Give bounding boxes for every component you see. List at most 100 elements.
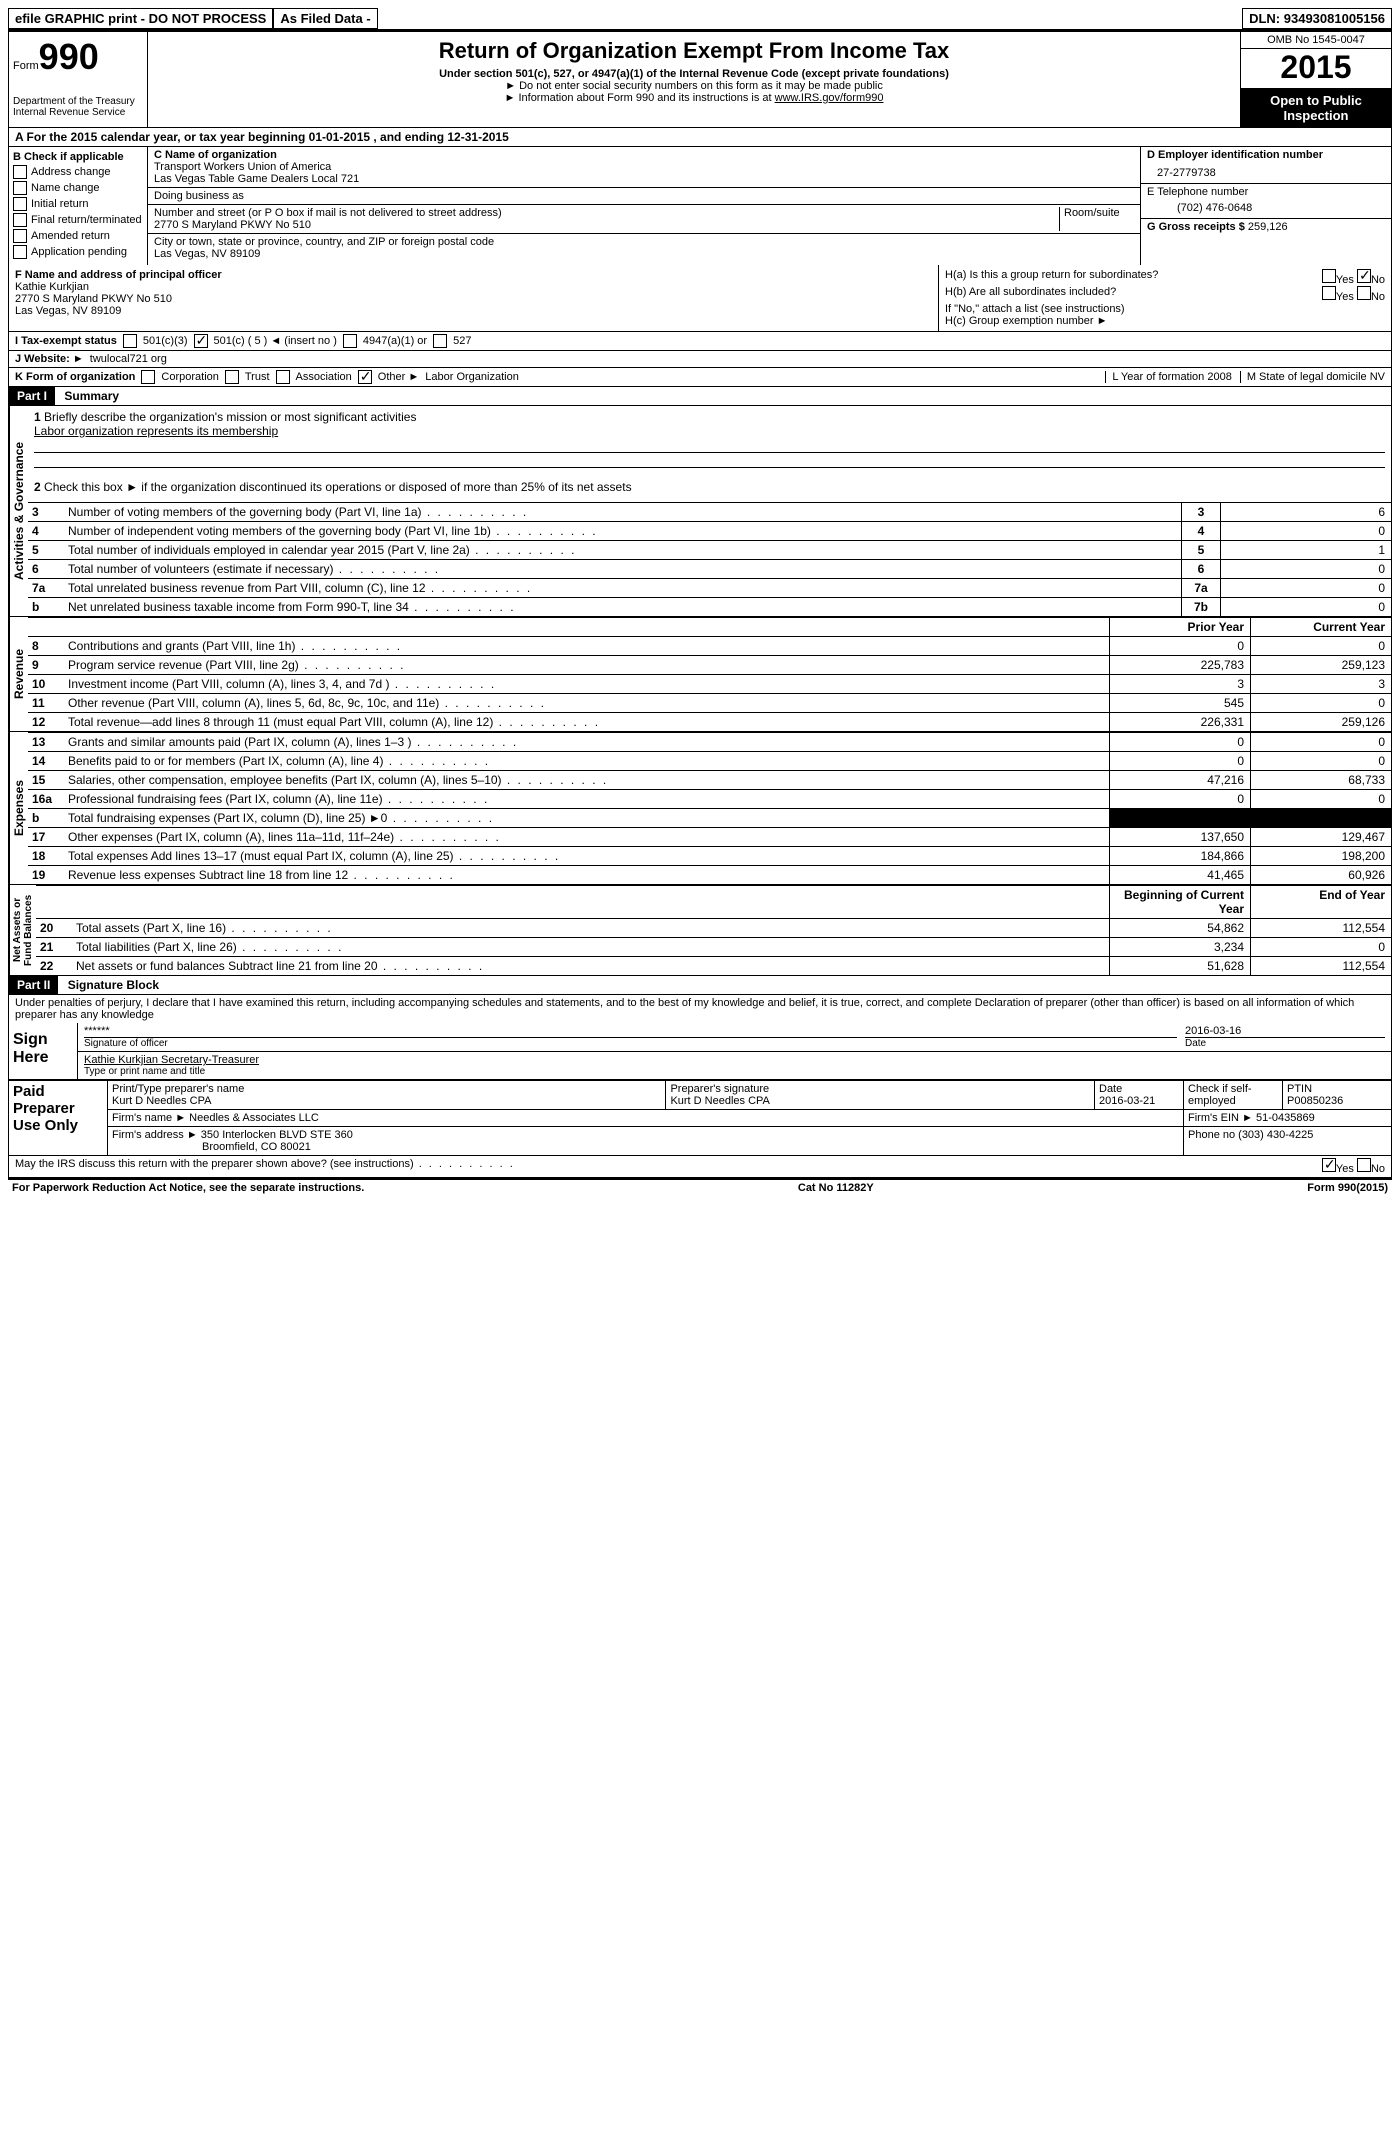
q1-num: 1 [34,410,41,424]
gross-block: G Gross receipts $ 259,126 [1141,219,1391,235]
checkbox-icon[interactable] [225,370,239,384]
ein-value: 27-2779738 [1147,161,1385,181]
checkbox-icon[interactable] [13,197,27,211]
prep-name-value: Kurt D Needles CPA [112,1095,661,1107]
note2-prefix: ► Information about Form 990 and its ins… [505,92,775,104]
self-emp-cell: Check if self-employed [1184,1081,1283,1110]
note2-link[interactable]: www.IRS.gov/form990 [775,92,884,104]
city-block: City or town, state or province, country… [148,234,1140,262]
chk-amended-return[interactable]: Amended return [13,229,143,243]
checkbox-icon[interactable] [358,370,372,384]
checkbox-icon[interactable] [343,334,357,348]
prep-sig-cell: Preparer's signature Kurt D Needles CPA [666,1081,1095,1110]
formorg-row: K Form of organization Corporation Trust… [8,368,1392,387]
sign-here-label: Sign Here [9,1023,78,1079]
header-right: OMB No 1545-0047 2015 Open to Public Ins… [1240,32,1391,127]
signature-stars: ****** [84,1025,1177,1037]
prep-date-value: 2016-03-21 [1099,1095,1179,1107]
revenue-body: Prior Year Current Year 8Contributions a… [28,617,1391,731]
q1-text: Briefly describe the organization's miss… [44,410,416,424]
discuss-row: May the IRS discuss this return with the… [8,1156,1392,1178]
form-number: Form990 [13,36,143,78]
part1-header: Part I Summary [8,387,1392,406]
org-name-1: Transport Workers Union of America [154,161,1134,173]
q1-block: 1 Briefly describe the organization's mi… [28,406,1391,472]
prep-name-cell: Print/Type preparer's name Kurt D Needle… [108,1081,666,1110]
checkbox-icon[interactable] [1357,269,1371,283]
table-row: 14Benefits paid to or for members (Part … [28,752,1391,771]
side-netassets: Net Assets orFund Balances [9,885,36,975]
form-header: Form990 Department of the Treasury Inter… [8,31,1392,128]
checkbox-icon[interactable] [13,213,27,227]
sig-officer-label: Signature of officer [84,1037,1177,1049]
checkbox-icon[interactable] [1322,1158,1336,1172]
table-row: 21Total liabilities (Part X, line 26)3,2… [36,938,1391,957]
chk-address-change[interactable]: Address change [13,165,143,179]
checkbox-icon[interactable] [433,334,447,348]
ein-label: D Employer identification number [1147,149,1385,161]
expenses-body: 13Grants and similar amounts paid (Part … [28,732,1391,884]
prep-sig-label: Preparer's signature [670,1083,1090,1095]
netassets-table: Beginning of Current Year End of Year 20… [36,885,1391,975]
checkbox-icon[interactable] [194,334,208,348]
firm-addr-label: Firm's address ► [112,1129,198,1141]
dba-block: Doing business as [148,188,1140,205]
state-domicile: M State of legal domicile NV [1240,371,1385,383]
section-revenue: Revenue Prior Year Current Year 8Contrib… [8,617,1392,732]
room-label: Room/suite [1059,207,1134,231]
firm-name-label: Firm's name ► [112,1112,186,1124]
row-a-tax-year: A For the 2015 calendar year, or tax yea… [8,128,1392,147]
checkbox-icon[interactable] [141,370,155,384]
table-row: 7aTotal unrelated business revenue from … [28,579,1391,598]
revenue-table: Prior Year Current Year 8Contributions a… [28,617,1391,731]
column-b: B Check if applicable Address change Nam… [9,147,148,265]
table-row: 22Net assets or fund balances Subtract l… [36,957,1391,976]
end-year-hdr: End of Year [1251,886,1392,919]
discuss-text: May the IRS discuss this return with the… [15,1158,515,1175]
chk-name-change[interactable]: Name change [13,181,143,195]
checkbox-icon[interactable] [1322,286,1336,300]
checkbox-icon[interactable] [13,229,27,243]
checkbox-icon[interactable] [123,334,137,348]
governance-body: 1 Briefly describe the organization's mi… [28,406,1391,616]
side-expenses: Expenses [9,732,28,884]
col-b-header: B Check if applicable [13,151,143,163]
section-expenses: Expenses 13Grants and similar amounts pa… [8,732,1392,885]
netassets-body: Beginning of Current Year End of Year 20… [36,885,1391,975]
website-value: twulocal721 org [90,353,167,365]
website-row: J Website: ► twulocal721 org [8,351,1392,368]
efile-label: efile GRAPHIC print - DO NOT PROCESS [8,8,273,29]
firm-name-value: Needles & Associates LLC [189,1112,319,1124]
chk-app-pending[interactable]: Application pending [13,245,143,259]
hc-label: H(c) Group exemption number ► [945,315,1385,327]
hb-label: H(b) Are all subordinates included? [945,286,1116,303]
firm-addr1: 350 Interlocken BLVD STE 360 [201,1129,353,1141]
form-note1: ► Do not enter social security numbers o… [152,80,1236,92]
street-block: Number and street (or P O box if mail is… [148,205,1140,234]
governance-table: 3Number of voting members of the governi… [28,502,1391,616]
firm-addr-cell: Firm's address ► 350 Interlocken BLVD ST… [108,1127,1184,1156]
city-value: Las Vegas, NV 89109 [154,248,1134,260]
dln-label: DLN: [1249,11,1280,26]
chk-final-return[interactable]: Final return/terminated [13,213,143,227]
checkbox-icon[interactable] [13,181,27,195]
ein-block: D Employer identification number 27-2779… [1141,147,1391,184]
checkbox-icon[interactable] [1322,269,1336,283]
asfiled-label: As Filed Data - [273,8,377,29]
checkbox-icon[interactable] [1357,1158,1371,1172]
checkbox-icon[interactable] [13,165,27,179]
firm-ein-cell: Firm's EIN ► 51-0435869 [1184,1110,1392,1127]
form-subtitle: Under section 501(c), 527, or 4947(a)(1)… [152,68,1236,80]
table-row: 19Revenue less expenses Subtract line 18… [28,866,1391,885]
form-year: 2015 [1241,49,1391,89]
officer-left: F Name and address of principal officer … [9,265,939,331]
org-name-2: Las Vegas Table Game Dealers Local 721 [154,173,1134,185]
formorg-label: K Form of organization [15,371,135,383]
chk-initial-return[interactable]: Initial return [13,197,143,211]
checkbox-icon[interactable] [1357,286,1371,300]
column-deg: D Employer identification number 27-2779… [1141,147,1391,265]
checkbox-icon[interactable] [13,245,27,259]
footer-left: For Paperwork Reduction Act Notice, see … [12,1182,364,1194]
city-label: City or town, state or province, country… [154,236,1134,248]
checkbox-icon[interactable] [276,370,290,384]
